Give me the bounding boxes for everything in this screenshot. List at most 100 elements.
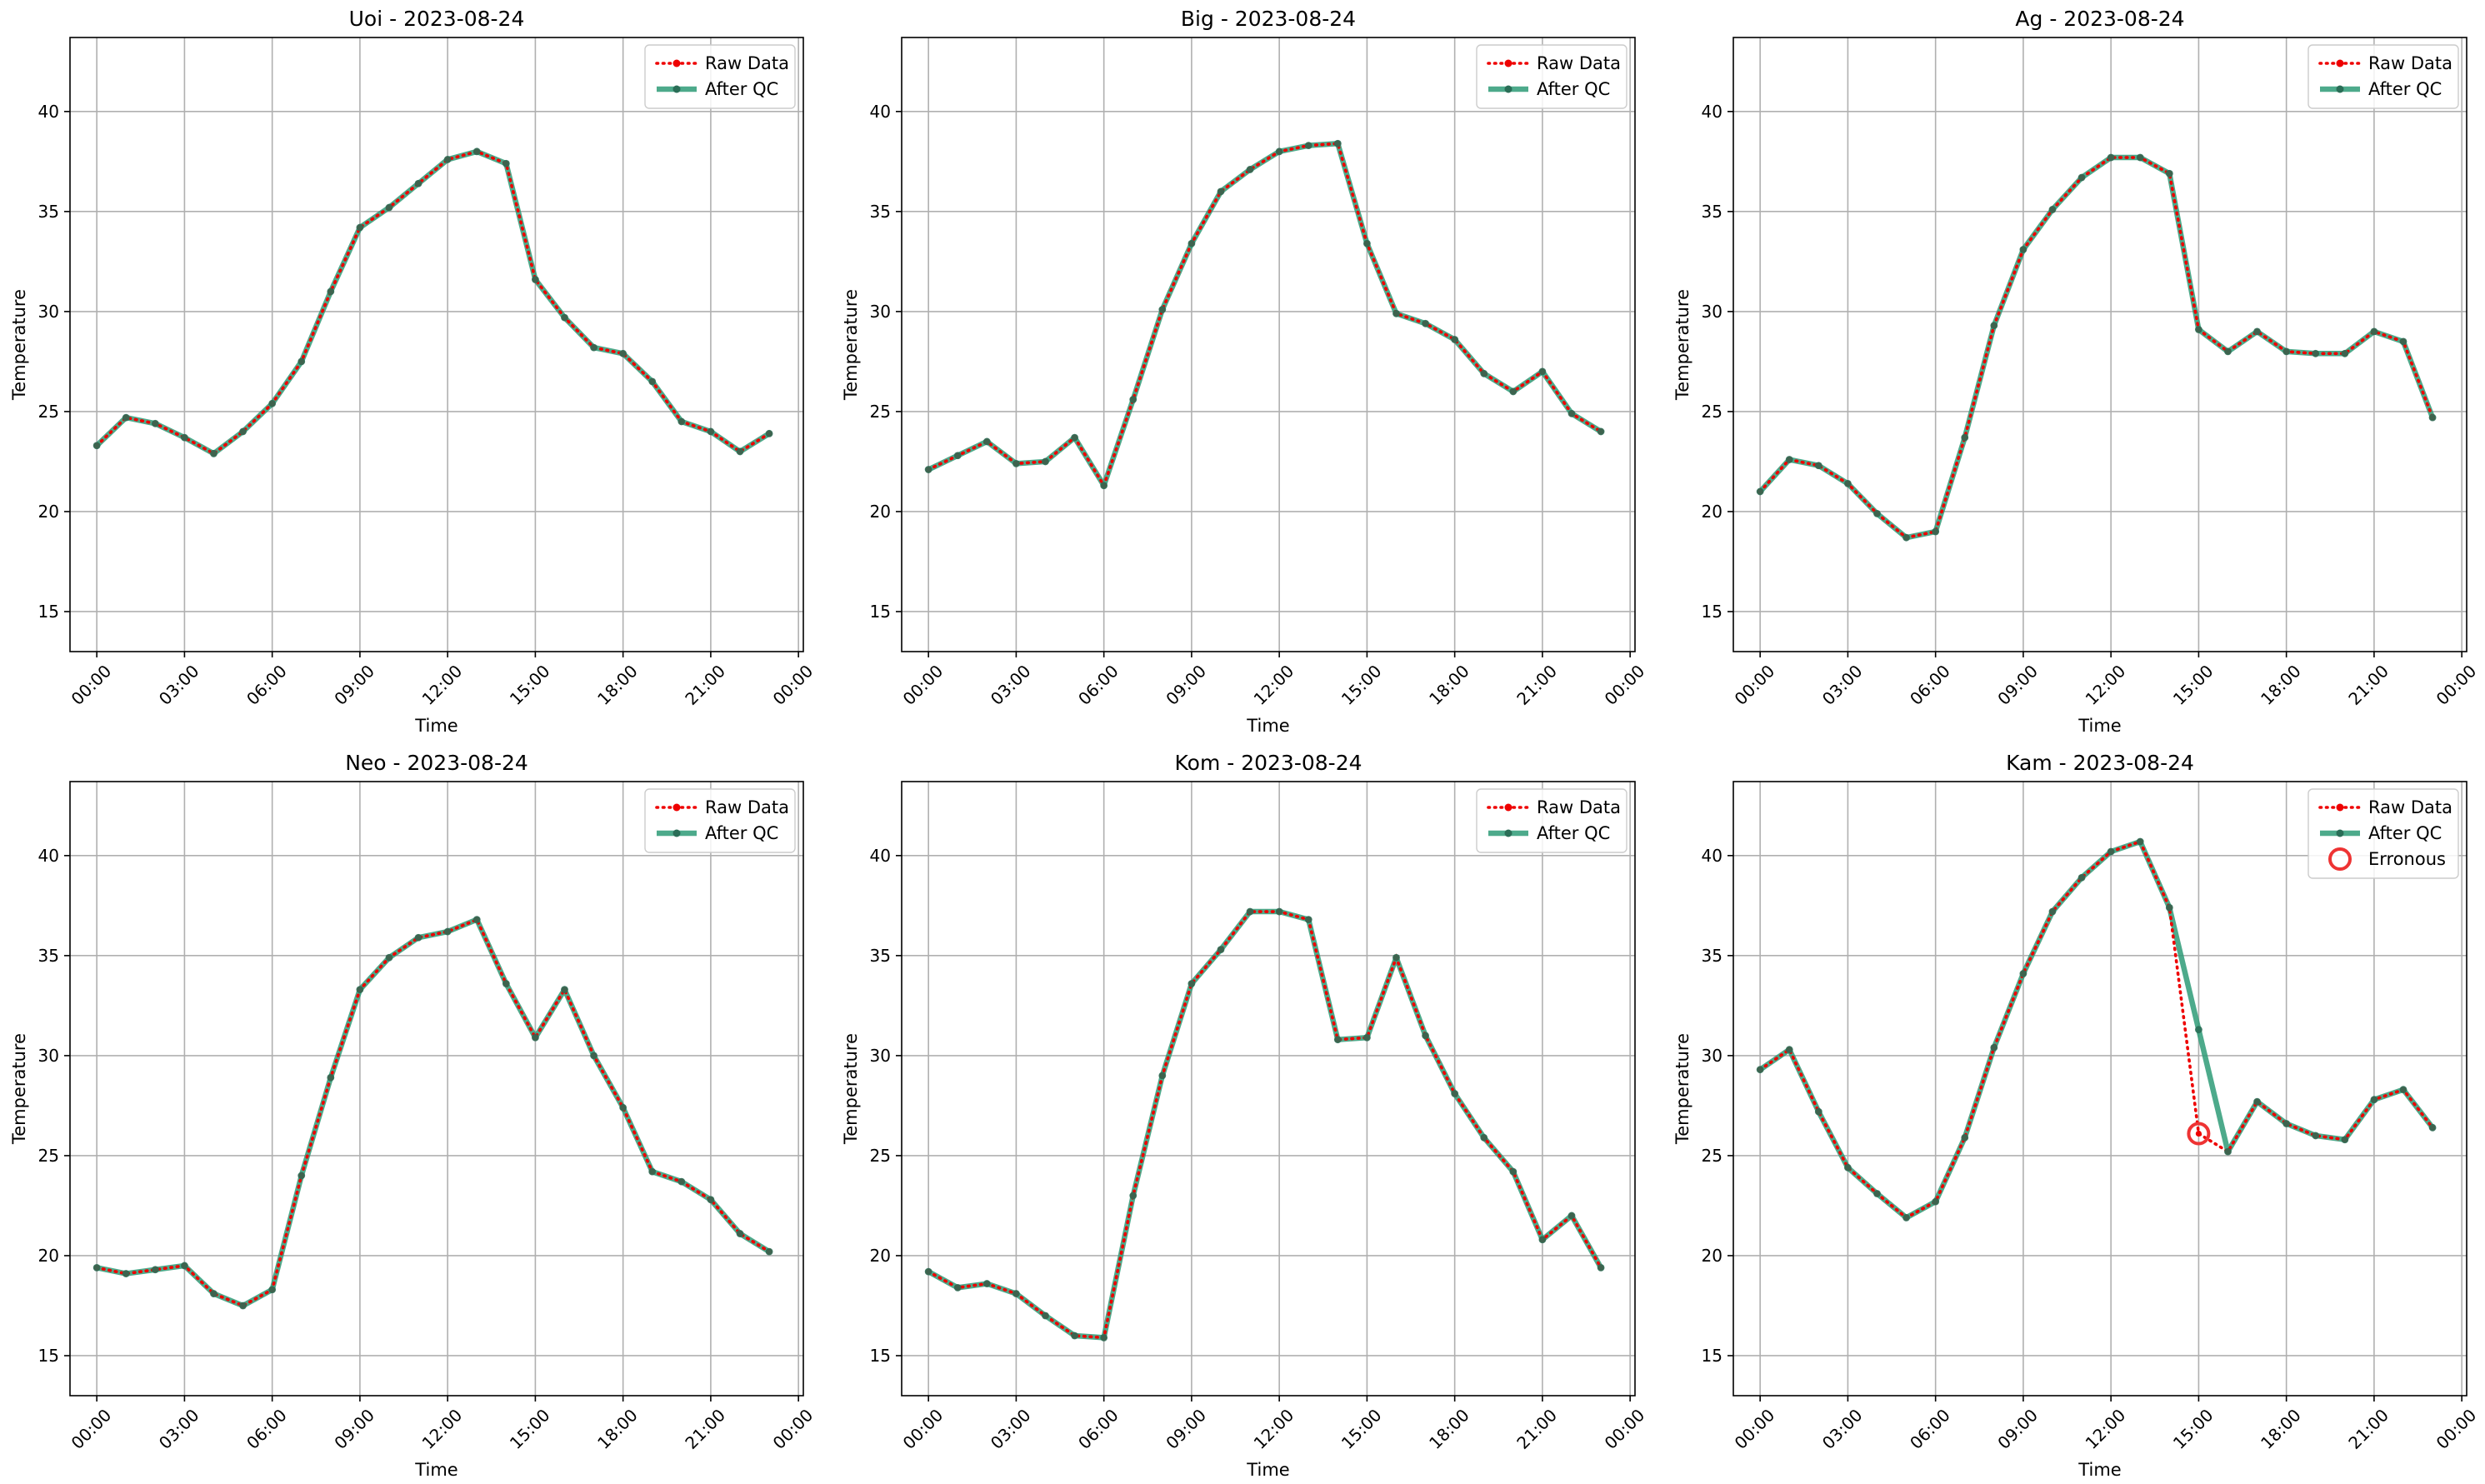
legend: Raw Data After QC (1476, 44, 1628, 109)
x-axis-label: Time (414, 716, 458, 736)
raw-data-line (927, 910, 1602, 1340)
legend-raw-marker (2336, 59, 2344, 67)
after-qc-point (414, 179, 422, 187)
after-qc-point (678, 1177, 686, 1186)
raw-data-line (927, 142, 1602, 489)
x-tick-label: 06:00 (1906, 1405, 1954, 1453)
y-axis-label: Temperature (1672, 1033, 1692, 1145)
after-qc-point (1422, 1032, 1429, 1040)
x-axis-label: Time (1246, 716, 1289, 736)
after-qc-point (2253, 327, 2261, 336)
after-qc-point (1814, 1107, 1822, 1116)
after-qc-point (181, 433, 188, 442)
after-qc-point (1333, 139, 1342, 147)
y-tick-label: 25 (1702, 1146, 1722, 1166)
after-qc-point (2341, 1136, 2349, 1144)
y-tick-label: 30 (870, 1046, 891, 1066)
legend: Raw Data After QC Erronous (2308, 788, 2459, 879)
after-qc-point (1217, 946, 1225, 954)
data-layer (924, 907, 1605, 1342)
y-axis-label: Temperature (9, 1033, 29, 1145)
x-tick-label: 21:00 (2344, 1405, 2392, 1453)
legend-qc-marker (672, 829, 681, 837)
x-tick-label: 21:00 (1512, 1405, 1561, 1453)
subplot-1: 15 20 25 30 35 40 00:00 03:00 06:00 09:00 12:00 15:… (9, 7, 817, 736)
after-qc-point (2019, 246, 2028, 253)
after-qc-point (1451, 336, 1459, 343)
after-qc-point (1844, 1163, 1852, 1172)
data-layer (1756, 837, 2437, 1222)
after-qc-point (472, 916, 481, 924)
x-tick-label: 15:00 (2169, 661, 2218, 709)
y-tick-label: 20 (1702, 502, 1722, 522)
after-qc-point (1129, 1192, 1138, 1200)
after-qc-point (1275, 907, 1283, 916)
y-tick-label: 15 (870, 1346, 891, 1366)
after-qc-point (2019, 970, 2028, 977)
y-axis-label: Temperature (841, 289, 861, 401)
after-qc-point (1304, 142, 1312, 150)
after-qc-point (590, 343, 598, 352)
after-qc-point (1990, 322, 1998, 330)
x-tick-label: 00:00 (68, 661, 116, 709)
x-tick-label: 09:00 (1993, 661, 2042, 709)
after-qc-point (982, 1280, 991, 1287)
x-axis-label: Time (1246, 1460, 1289, 1480)
x-tick-label: 12:00 (2082, 661, 2130, 709)
legend-box (644, 788, 796, 853)
after-qc-point (1538, 1236, 1547, 1244)
after-qc-point (1100, 482, 1108, 490)
legend-qc-marker (2336, 85, 2344, 93)
after-qc-point (1480, 1133, 1488, 1142)
after-qc-point (953, 452, 962, 460)
x-tick-label: 06:00 (1074, 661, 1122, 709)
legend-label: Raw Data (705, 797, 789, 817)
after-qc-point (2136, 837, 2144, 846)
after-qc-point (1785, 1046, 1793, 1054)
after-qc-point (2078, 873, 2086, 882)
legend-erroneous-marker (2328, 847, 2352, 871)
after-qc-point (1071, 1332, 1078, 1340)
after-qc-point (765, 1247, 773, 1256)
x-tick-label: 09:00 (1162, 1405, 1210, 1453)
x-tick-label: 00:00 (68, 1405, 116, 1453)
legend-qc-marker (1504, 829, 1512, 837)
after-qc-point (648, 1167, 657, 1176)
legend: Raw Data After QC (1476, 788, 1628, 853)
axes-frame (69, 37, 804, 652)
legend-box (1476, 788, 1628, 853)
after-qc-point (1392, 309, 1400, 317)
after-qc-point (1932, 1197, 1940, 1206)
after-qc-point (1568, 1212, 1576, 1220)
after-qc-point (1990, 1043, 1998, 1052)
raw-data-line (95, 149, 771, 456)
after-qc-point (2107, 847, 2115, 856)
after-qc-point (414, 933, 422, 942)
subplot-2: 15 20 25 30 35 40 00:00 03:00 06:00 09:00 12:00 15:… (841, 7, 1648, 736)
after-qc-point (2165, 903, 2173, 912)
x-axis-label: Time (414, 1460, 458, 1480)
y-tick-label: 20 (38, 502, 59, 522)
after-qc-point (385, 953, 393, 962)
x-tick-label: 12:00 (1250, 1405, 1298, 1453)
legend-qc-marker (1504, 85, 1512, 93)
after-qc-point (1012, 459, 1020, 467)
y-tick-label: 40 (1702, 846, 1722, 866)
raw-data-line (1758, 156, 2434, 540)
x-tick-label: 03:00 (987, 661, 1035, 709)
x-tick-label: 09:00 (1162, 661, 1210, 709)
after-qc-point (736, 1230, 744, 1237)
after-qc-line (93, 917, 772, 1309)
chart-title: Kam - 2023-08-24 (2006, 751, 2194, 775)
after-qc-point (2370, 327, 2378, 336)
after-qc-point (2428, 1123, 2437, 1132)
after-qc-point (2165, 169, 2173, 177)
y-tick-label: 25 (870, 1146, 891, 1166)
y-tick-label: 35 (1702, 946, 1722, 966)
after-qc-point (590, 1052, 598, 1060)
after-qc-point (1217, 187, 1225, 196)
after-qc-point (1902, 1213, 1910, 1222)
x-tick-label: 21:00 (1512, 661, 1561, 709)
after-qc-point (1363, 239, 1371, 247)
after-qc-point (561, 986, 568, 994)
